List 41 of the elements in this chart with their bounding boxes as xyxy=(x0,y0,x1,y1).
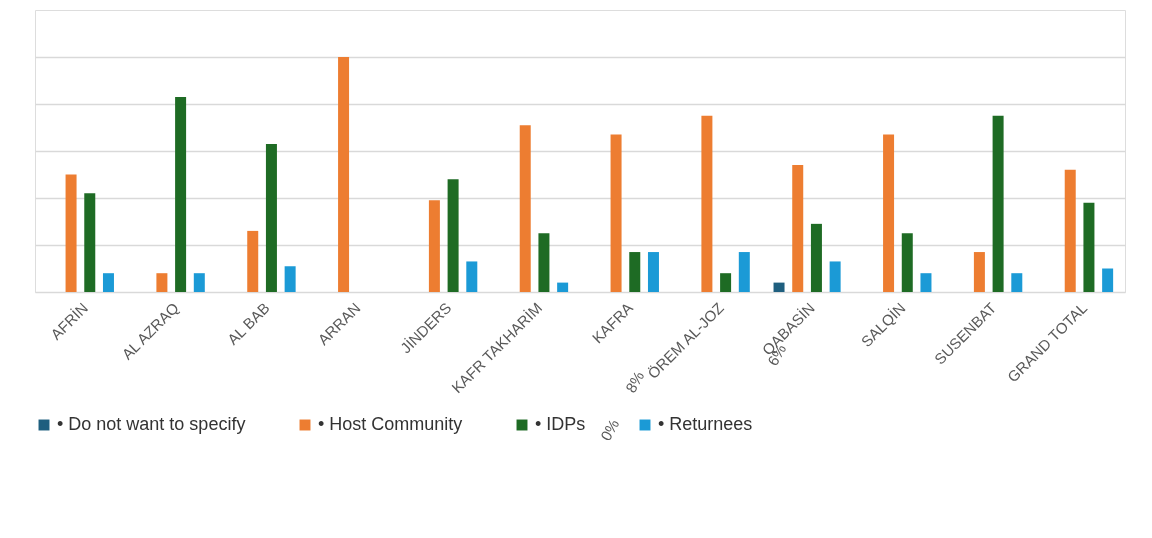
bar xyxy=(175,96,187,292)
bar xyxy=(447,179,459,292)
bar xyxy=(883,134,895,292)
bar xyxy=(610,134,622,292)
legend-label: • Host Community xyxy=(318,414,463,434)
bar xyxy=(810,223,822,292)
bar xyxy=(466,261,478,292)
bar xyxy=(773,282,785,292)
bar xyxy=(557,282,569,292)
bar xyxy=(156,273,168,292)
bar xyxy=(738,252,750,292)
bar xyxy=(973,252,985,292)
text: 0% xyxy=(596,416,623,444)
bar xyxy=(829,261,841,292)
bar xyxy=(247,230,259,292)
text: 8% xyxy=(621,368,648,396)
bar xyxy=(792,165,804,292)
bar xyxy=(720,273,732,292)
bar xyxy=(901,233,913,292)
bar xyxy=(1083,202,1095,292)
bar xyxy=(428,200,440,292)
bar xyxy=(65,174,77,292)
bar xyxy=(84,193,96,292)
bar xyxy=(102,273,114,292)
legend-label: • IDPs xyxy=(535,414,586,434)
bar xyxy=(538,233,550,292)
bar xyxy=(1011,273,1023,292)
bar xyxy=(1102,268,1114,292)
bar xyxy=(338,57,350,292)
bar xyxy=(519,125,531,292)
bar xyxy=(265,143,277,292)
legend-label: • Returnees xyxy=(658,414,753,434)
bar xyxy=(629,252,641,292)
bar xyxy=(284,266,296,292)
bar xyxy=(193,273,205,292)
bar xyxy=(1064,169,1076,292)
bar xyxy=(647,252,659,292)
bar xyxy=(992,115,1004,292)
bar xyxy=(701,115,713,292)
legend-label: • Do not want to specify xyxy=(57,414,246,434)
bar xyxy=(920,273,932,292)
